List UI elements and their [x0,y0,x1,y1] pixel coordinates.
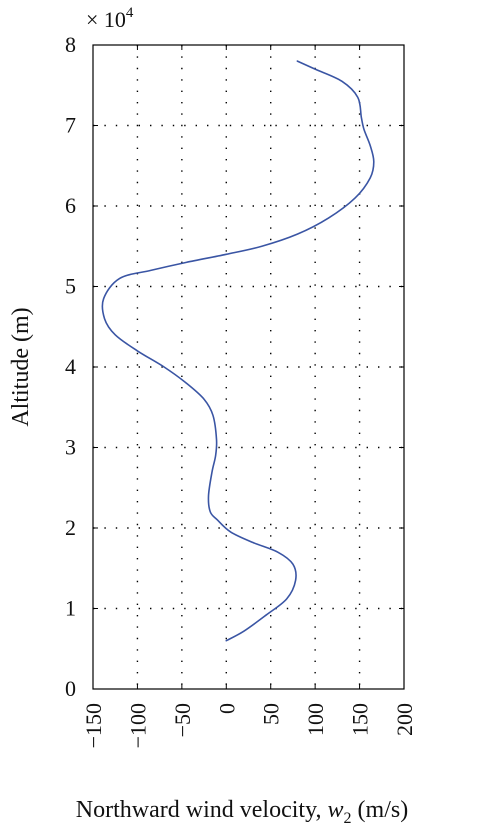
y-multiplier: × 104 [86,5,134,32]
y-tick-label: 2 [65,515,76,540]
x-tick-label: 100 [303,703,328,736]
x-tick-label: 50 [259,703,284,725]
x-tick-label: 0 [214,703,239,714]
series-line [101,60,375,642]
tick-marks [92,44,405,690]
x-tick-label: −150 [81,703,106,748]
gridlines [93,45,404,689]
y-tick-label: 0 [65,676,76,701]
y-tick-label: 8 [65,32,76,57]
x-axis-label: Northward wind velocity, w2 (m/s) [76,797,408,827]
y-tick-label: 7 [65,113,76,138]
x-tick-label: 150 [348,703,373,736]
y-tick-label: 1 [65,596,76,621]
y-axis-label: Altitude (m) [8,307,34,426]
y-tick-label: 6 [65,193,76,218]
x-tick-label: −50 [170,703,195,737]
x-tick-label: 200 [392,703,417,736]
y-tick-label: 5 [65,274,76,299]
x-tick-label: −100 [125,703,150,748]
series-layer [101,60,375,642]
y-tick-label: 4 [65,354,76,379]
y-tick-label: 3 [65,435,76,460]
x-tick-labels: −150 −100 −50 0 50 100 150 200 [81,703,417,748]
y-tick-labels: 0 1 2 3 4 5 6 7 8 [65,32,76,701]
